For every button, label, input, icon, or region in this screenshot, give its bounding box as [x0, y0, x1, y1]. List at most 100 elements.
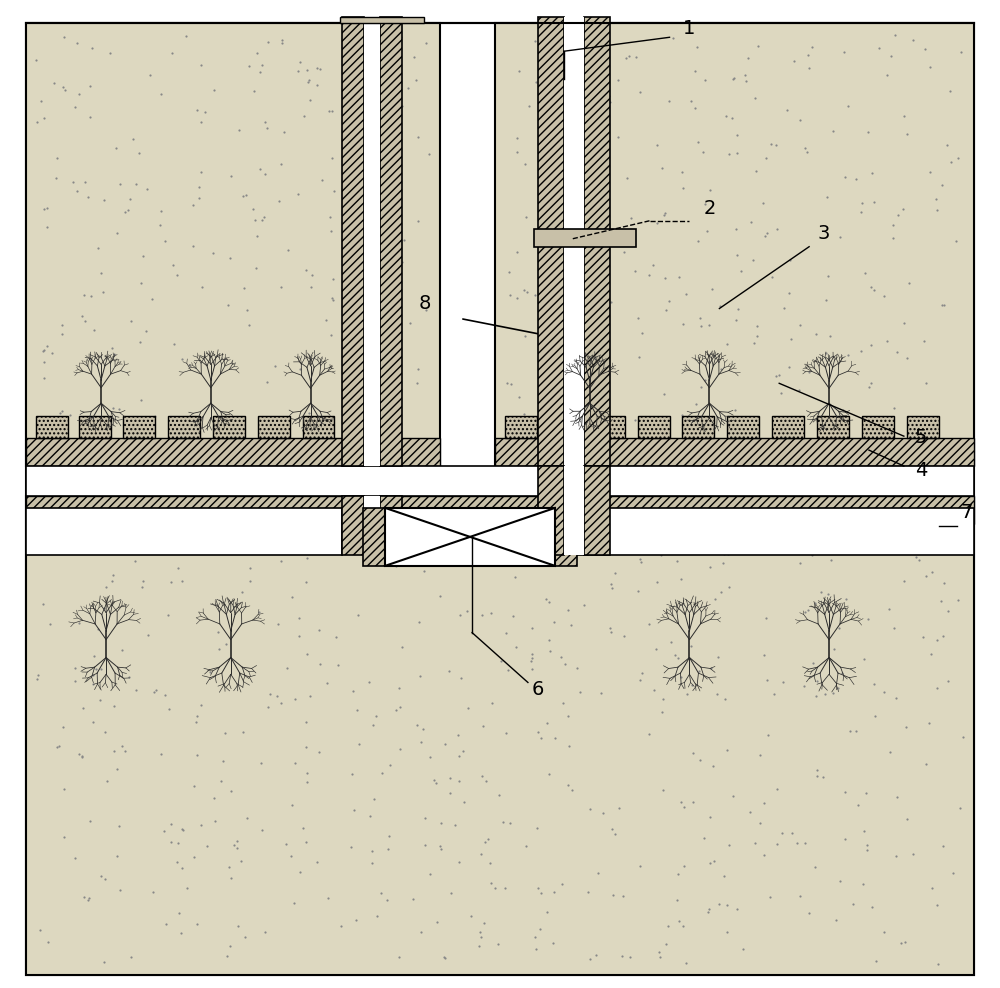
Point [560, 777, 576, 792]
Point [96, 193, 112, 208]
Point [210, 624, 226, 640]
Point [417, 838, 433, 854]
Point [655, 692, 671, 707]
Point [826, 641, 842, 657]
Point [953, 44, 969, 60]
Point [935, 627, 951, 643]
Point [193, 697, 209, 712]
Point [368, 708, 384, 724]
Point [348, 912, 364, 928]
Point [32, 922, 48, 938]
Bar [168, 416, 200, 438]
Point [887, 28, 903, 43]
Bar [36, 416, 68, 438]
Point [303, 280, 319, 295]
Point [274, 36, 290, 51]
Point [459, 603, 475, 618]
Point [105, 400, 121, 416]
Point [395, 556, 411, 572]
Point [660, 918, 676, 934]
Point [351, 736, 367, 752]
Point [117, 205, 133, 220]
Point [246, 83, 262, 99]
Point [836, 44, 852, 60]
Point [238, 188, 254, 204]
Point [42, 616, 58, 631]
Bar [699, 524, 731, 545]
Point [81, 890, 97, 906]
Point [546, 234, 562, 250]
Point [649, 574, 665, 590]
Point [357, 545, 373, 561]
Point [706, 853, 722, 868]
Point [808, 688, 824, 703]
Point [702, 559, 718, 575]
Point [432, 588, 448, 604]
Bar [380, 18, 402, 466]
Point [801, 905, 817, 921]
Point [375, 548, 391, 564]
Point [85, 676, 101, 692]
Point [693, 379, 709, 395]
Point [502, 815, 518, 831]
Point [654, 160, 670, 176]
Point [728, 221, 744, 237]
Point [170, 560, 186, 576]
Point [233, 854, 249, 869]
Point [653, 547, 669, 563]
Point [411, 614, 427, 629]
Point [571, 373, 587, 389]
Point [299, 775, 315, 790]
Point [555, 695, 571, 710]
Point [471, 939, 487, 954]
Point [679, 687, 695, 702]
Point [604, 580, 620, 596]
Point [899, 351, 915, 367]
Point [377, 387, 393, 403]
Point [697, 197, 713, 212]
Point [223, 168, 239, 184]
Point [55, 719, 71, 735]
Point [657, 271, 673, 287]
Point [779, 102, 795, 118]
Point [690, 233, 706, 249]
Point [879, 67, 895, 83]
Point [615, 888, 631, 904]
Point [539, 715, 555, 731]
Point [738, 73, 754, 89]
Point [929, 680, 945, 696]
Point [104, 340, 120, 356]
Point [256, 208, 272, 224]
Point [726, 70, 742, 86]
Bar [505, 416, 537, 438]
Point [207, 813, 223, 829]
Point [675, 180, 691, 196]
Point [408, 72, 424, 88]
Point [838, 592, 854, 608]
Point [148, 683, 164, 699]
Point [740, 50, 756, 66]
Point [52, 405, 68, 421]
Point [501, 264, 517, 280]
Point [298, 574, 314, 590]
Point [801, 60, 817, 76]
Point [856, 651, 872, 667]
Point [929, 632, 945, 648]
Point [291, 610, 307, 625]
Point [374, 765, 390, 781]
Point [39, 339, 55, 355]
Point [781, 285, 797, 300]
Point [221, 859, 237, 874]
Point [548, 176, 564, 192]
Point [132, 334, 148, 350]
Point [82, 78, 98, 94]
Point [557, 198, 573, 213]
Point [530, 724, 546, 740]
Point [729, 901, 745, 917]
Point [564, 782, 580, 797]
Bar [495, 24, 974, 466]
Point [135, 248, 151, 264]
Point [533, 730, 549, 746]
Point [500, 663, 516, 679]
Point [193, 57, 209, 73]
